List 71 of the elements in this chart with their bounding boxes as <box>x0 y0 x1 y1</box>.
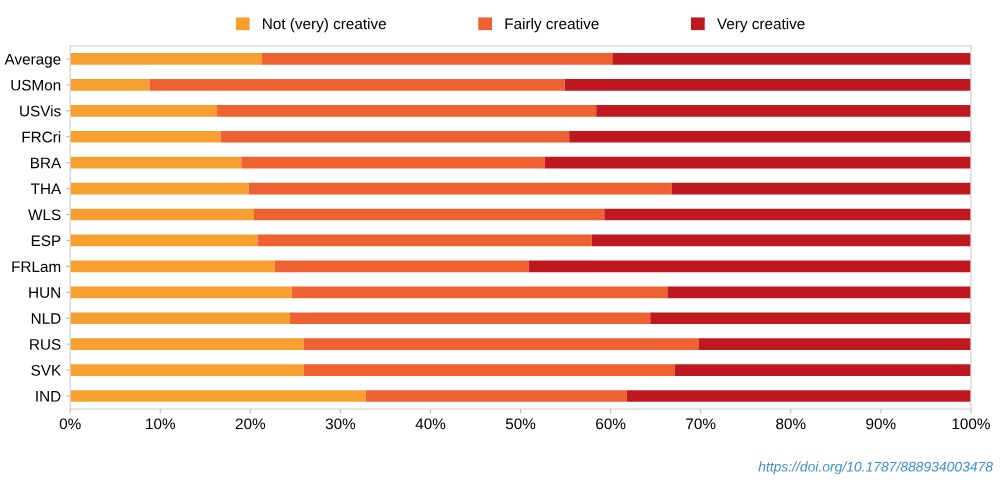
bar <box>564 79 971 91</box>
y-tick-label: IND <box>36 391 61 402</box>
bar <box>544 156 971 169</box>
bar <box>626 390 971 402</box>
bar <box>70 286 292 299</box>
bar <box>70 364 304 376</box>
bar <box>257 234 592 247</box>
y-tick-label: NLD <box>31 313 61 324</box>
legend-label: Fairly creative <box>505 17 599 33</box>
y-tick-label: SVK <box>31 364 62 376</box>
y-tick-label: Average <box>4 53 61 68</box>
y-tick-label: THA <box>30 183 62 195</box>
y-tick-label: FRCri <box>22 131 61 143</box>
bar <box>303 364 675 376</box>
x-tick-label: 80% <box>776 418 806 430</box>
x-tick-label: 20% <box>235 418 266 430</box>
bar <box>241 156 545 169</box>
y-tick-label: HUN <box>29 287 60 298</box>
y-tick-label: RUS <box>30 339 61 350</box>
bar <box>70 104 218 117</box>
x-tick-label: 60% <box>596 418 626 430</box>
bar <box>70 390 366 402</box>
bar <box>70 182 249 195</box>
text: https://doi.org/10.1787/888934003478 <box>758 461 993 475</box>
y-tick-label: USMon <box>11 79 61 91</box>
bar <box>650 312 971 325</box>
bar <box>70 260 275 273</box>
bar <box>253 208 605 221</box>
bar <box>217 104 597 117</box>
bar <box>70 156 242 169</box>
bar <box>604 208 971 221</box>
bar <box>70 338 304 350</box>
x-tick-label: 100% <box>952 418 990 430</box>
x-tick-label: 10% <box>146 418 176 430</box>
bar <box>149 79 565 91</box>
bar <box>698 338 971 350</box>
bar <box>70 130 221 143</box>
bar <box>291 286 668 299</box>
bar <box>596 104 971 117</box>
bar <box>674 364 971 376</box>
bar <box>528 260 971 273</box>
y-tick-label: ESP <box>31 235 61 247</box>
bar <box>70 79 150 91</box>
x-tick-label: 30% <box>325 418 356 430</box>
x-tick-label: 50% <box>505 418 536 430</box>
bar <box>365 390 627 402</box>
x-tick-label: 40% <box>415 418 446 430</box>
bar <box>262 53 613 65</box>
bar <box>591 234 971 247</box>
legend-label: Not (very) creative <box>263 17 386 33</box>
y-tick-label: FRLam <box>12 261 61 273</box>
legend-label: Very creative <box>717 17 805 33</box>
y-tick-label: USVis <box>20 105 61 117</box>
bar <box>671 182 971 195</box>
bar <box>70 312 290 325</box>
bar <box>70 53 263 65</box>
x-tick-label: 70% <box>686 418 716 430</box>
bar <box>569 130 971 143</box>
x-tick-label: 90% <box>866 418 896 430</box>
bar <box>274 260 529 273</box>
bar <box>289 312 651 325</box>
bar <box>248 182 672 195</box>
bar <box>667 286 971 299</box>
x-tick-label: 0% <box>59 418 81 430</box>
bar <box>70 208 254 221</box>
bar <box>612 53 971 65</box>
y-tick-label: WLS <box>28 209 61 221</box>
bar <box>220 130 570 143</box>
bar <box>303 338 699 350</box>
bar <box>70 234 258 247</box>
y-tick-label: BRA <box>31 157 62 169</box>
